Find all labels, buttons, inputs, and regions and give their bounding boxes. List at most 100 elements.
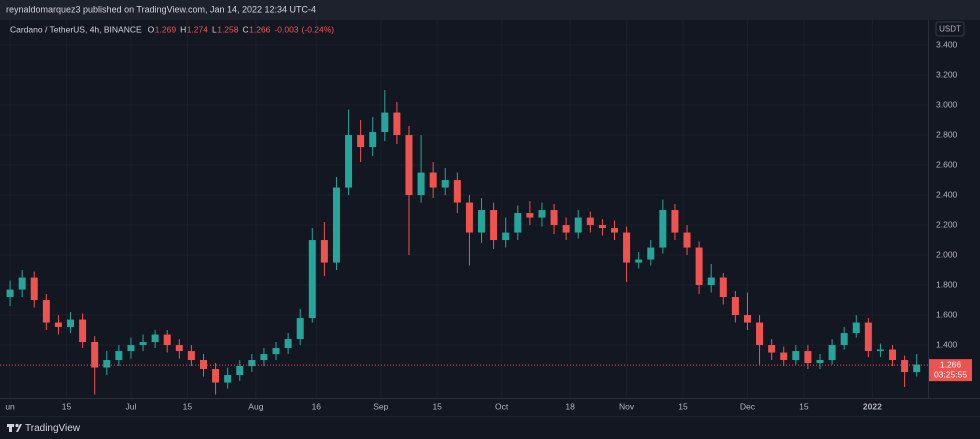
x-tick-label: Sep [373,401,388,411]
y-tick-label: 2.200 [936,219,958,229]
y-tick-label: 1.600 [936,309,958,319]
candle-body [212,369,220,383]
candle-body [417,172,425,196]
candle-body [296,318,304,340]
candle-body [695,247,703,286]
ohlc-value: 1.258 [217,24,239,34]
candle-body [731,297,739,316]
candle-body [308,240,316,319]
candle-body [429,172,437,188]
candle-body [889,349,897,361]
candle-body [465,202,473,233]
candle-body [320,240,328,263]
candle-body [743,315,751,323]
candle-body [683,232,691,248]
candle-body [272,348,280,355]
candle-body [91,342,99,368]
candle-body [502,232,510,241]
candle-body [538,210,546,218]
candle-body [478,210,486,233]
x-tick-label: 15 [678,401,688,411]
candle-body [780,352,788,361]
x-tick-label: 15 [62,401,72,411]
countdown: 03:25:55 [934,369,967,379]
candle-body [103,360,111,368]
last-price-label: 1.266 [940,359,962,369]
candle-body [6,289,14,298]
candle-body [840,333,848,346]
candle-body [562,225,570,233]
y-tick-label: 2.000 [936,249,958,259]
candle-body [864,322,872,352]
candle-body [332,187,340,263]
currency-box[interactable] [935,21,965,37]
currency: USDT [939,25,961,34]
y-tick-label: 3.400 [936,39,958,49]
x-tick-label: 15 [432,401,442,411]
ohlc-legend: Cardano / TetherUS, 4h, BINANCE O 1.269 H 1.… [10,24,334,34]
candle-body [163,334,171,346]
candle-body [357,135,365,148]
ohlc-value: 1.269 [155,24,177,34]
candle-body [127,345,135,352]
candle-body [768,345,776,353]
tradingview-logo [7,423,22,432]
candle-body [224,375,232,383]
candle-body [610,228,618,233]
candle-body [852,322,860,334]
y-tick-label: 2.800 [936,129,958,139]
x-tick-label: Jul [126,401,137,411]
plot-area [0,20,928,398]
candle-body [284,339,292,349]
candle-body [816,360,824,364]
x-tick-label: 16 [312,401,322,411]
candle-body [671,210,679,233]
candle-body [659,210,667,248]
candle-body [151,334,159,343]
y-tick-label: 2.600 [936,159,958,169]
candle-body [490,210,498,241]
candle-body [550,210,558,226]
candle-body [876,349,884,352]
candle-body [514,213,522,233]
candle-body [236,366,244,376]
candle-body [139,342,147,346]
candle-body [369,132,377,148]
candle-body [647,247,655,260]
header-bar [0,0,980,20]
candle-body [381,112,389,133]
x-tick-label: Nov [619,401,635,411]
candle-body [248,360,256,367]
candle-body [719,277,727,298]
ohlc-label: L [212,24,217,34]
brand: TradingView [25,423,81,434]
candle-body [187,351,195,361]
candle-body [804,351,812,364]
candle-body [175,345,183,352]
symbol: Cardano / TetherUS, 4h, BINANCE [10,24,142,34]
x-tick-label: un [5,401,15,411]
candle-body [54,322,62,328]
candle-body [707,277,715,286]
candle-body [756,322,764,346]
candle-body [526,213,534,218]
y-tick-label: 3.200 [936,69,958,79]
candle-body [453,180,461,203]
y-tick-label: 1.400 [936,339,958,349]
candle-body [828,345,836,361]
change-pct: (-0.24%) [302,24,335,34]
ohlc-label: H [180,24,186,34]
x-tick-label: 2022 [863,401,882,411]
candle-body [635,259,643,263]
x-tick-label: Dec [740,401,756,411]
candle-body [345,135,353,188]
candle-body [393,112,401,136]
change: -0.003 [274,24,298,34]
candle-body [405,135,413,196]
x-tick-label: 15 [183,401,193,411]
y-tick-label: 3.000 [936,99,958,109]
candle-body [79,319,87,343]
